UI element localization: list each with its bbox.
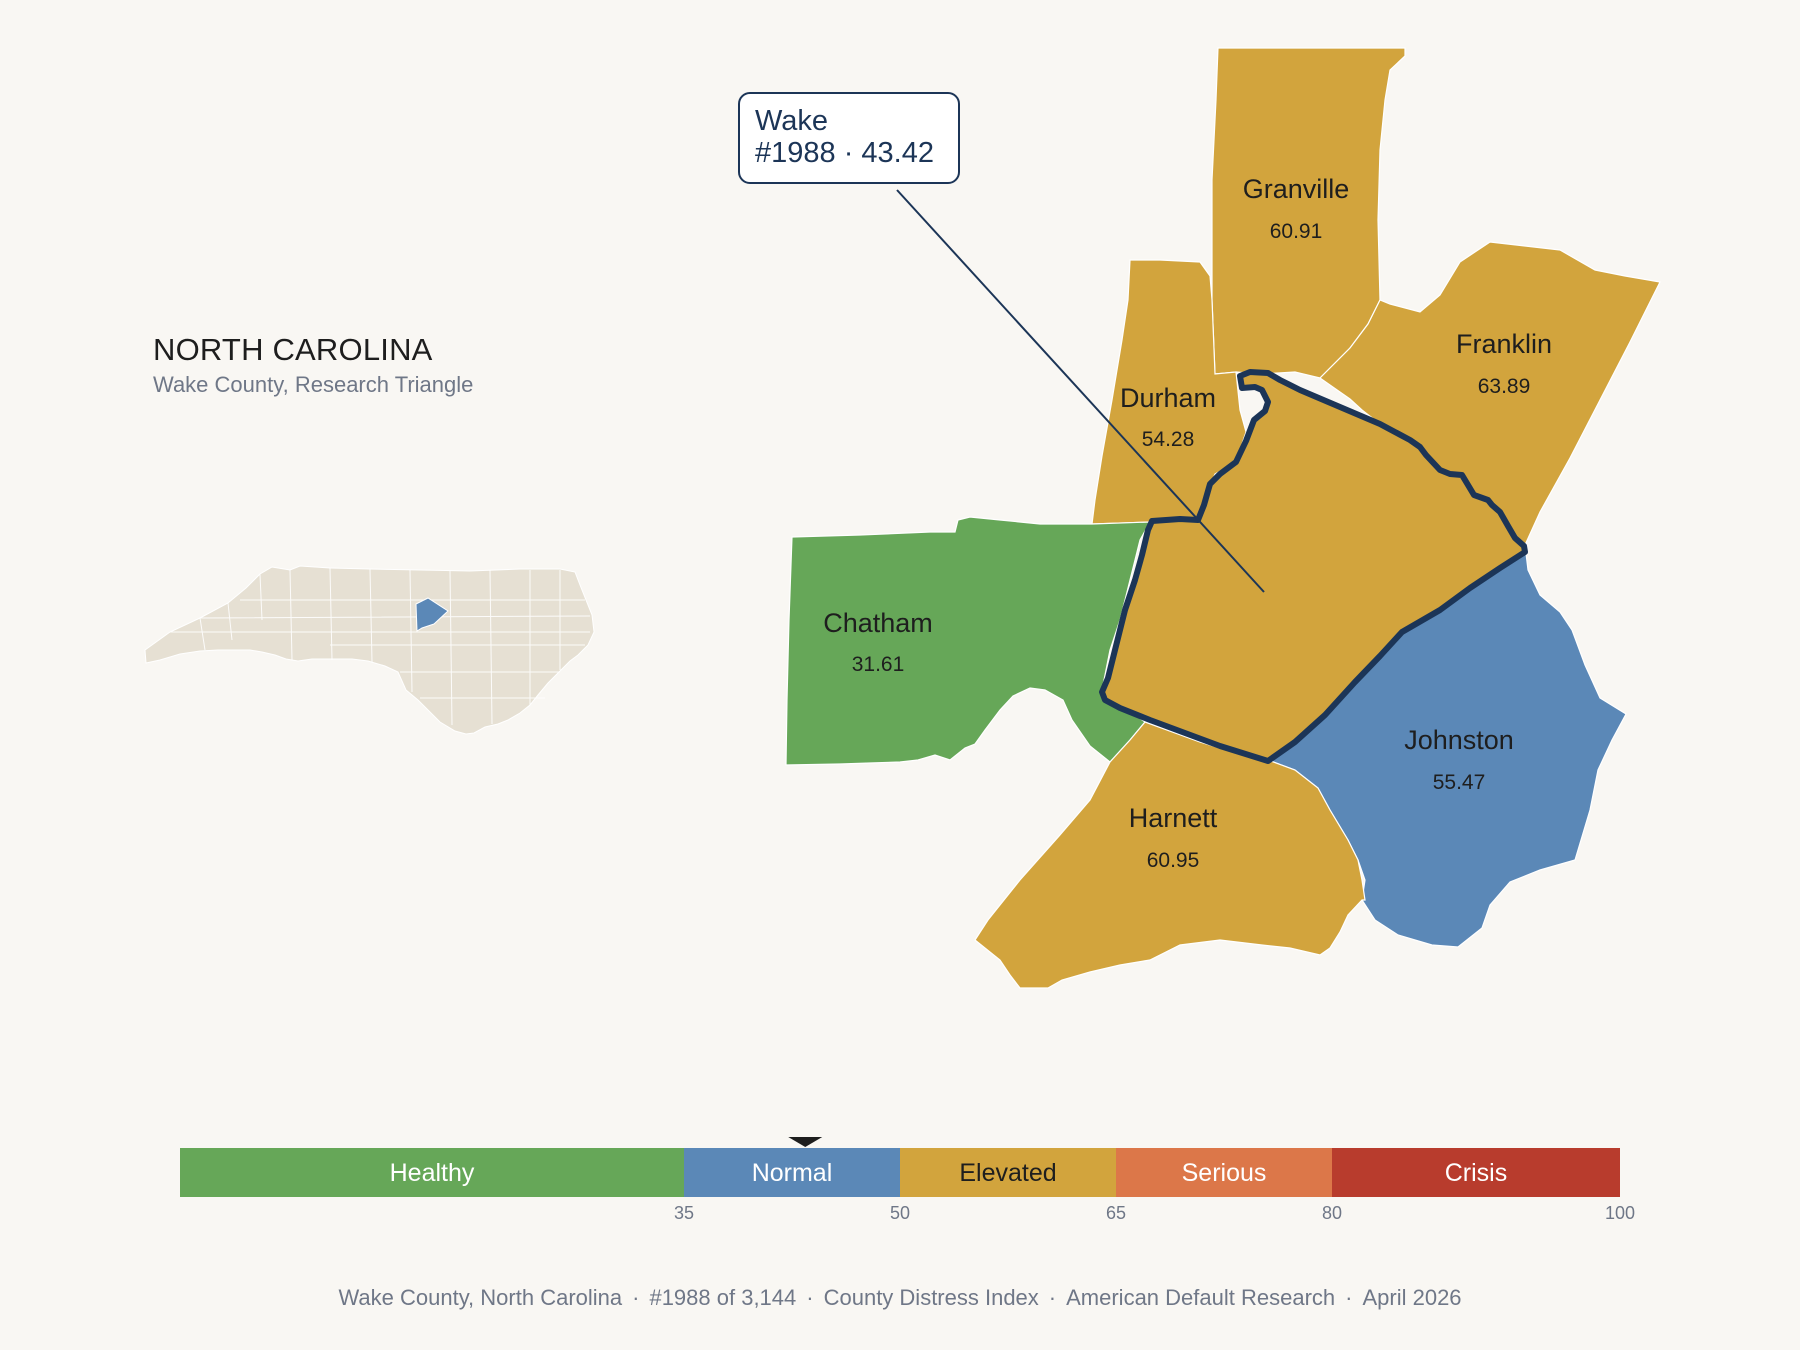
county-name-label: Granville <box>1243 174 1350 204</box>
footer-separator: · <box>632 1285 640 1310</box>
callout-rank-value: #1988 · 43.42 <box>755 137 934 169</box>
county-value-label: 60.95 <box>1147 849 1200 872</box>
legend-band-elevated <box>900 1148 1116 1197</box>
legend-tick-label: 50 <box>890 1203 910 1223</box>
legend-scale: Healthy Normal Elevated Serious Crisis 35 50 65… <box>180 1148 1635 1223</box>
footer-source: American Default Research <box>1066 1285 1336 1310</box>
footer-separator: · <box>1048 1285 1057 1310</box>
county-map <box>785 47 1661 989</box>
county-value-label: 55.47 <box>1433 771 1486 794</box>
county-name-label: Johnston <box>1404 725 1514 755</box>
footer-rank: #1988 of 3,144 <box>649 1285 797 1310</box>
legend-tick-label: 65 <box>1106 1203 1126 1223</box>
legend-band-healthy <box>180 1148 684 1197</box>
footer: Wake County, North Carolina · #1988 of 3,1… <box>0 1285 1800 1311</box>
county-value-label: 31.61 <box>852 653 905 676</box>
legend-band-normal <box>684 1148 900 1197</box>
state-subtitle: Wake County, Research Triangle <box>153 372 474 397</box>
footer-separator: · <box>1345 1285 1353 1310</box>
county-value-label: 63.89 <box>1478 375 1531 398</box>
footer-location: Wake County, North Carolina <box>338 1285 623 1310</box>
legend-marker <box>788 1137 823 1147</box>
footer-index-name: County Distress Index <box>823 1285 1039 1310</box>
legend-band-serious <box>1116 1148 1332 1197</box>
legend-tick-label: 100 <box>1605 1203 1635 1223</box>
footer-date: April 2026 <box>1362 1285 1462 1310</box>
legend-band-label: Elevated <box>959 1159 1056 1187</box>
footer-separator: · <box>806 1285 814 1310</box>
county-wake <box>1099 369 1528 764</box>
legend-band-label: Crisis <box>1445 1159 1508 1187</box>
county-labels: Granville 60.91 Franklin 63.89 Durham 54… <box>823 174 1552 872</box>
county-harnett <box>974 721 1366 989</box>
legend-band-crisis <box>1332 1148 1620 1197</box>
inset-wake-highlight <box>415 597 449 632</box>
county-chatham <box>785 516 1152 766</box>
legend-tick-label: 80 <box>1322 1203 1342 1223</box>
legend-tick-label: 35 <box>674 1203 694 1223</box>
callout-leader-line <box>896 189 1265 593</box>
county-durham <box>1091 259 1247 525</box>
county-name-label: Chatham <box>823 608 933 638</box>
state-title: NORTH CAROLINA <box>153 332 433 367</box>
legend-band-label: Normal <box>752 1159 833 1187</box>
county-value-label: 54.28 <box>1142 428 1195 451</box>
county-name-label: Harnett <box>1129 803 1218 833</box>
county-name-label: Franklin <box>1456 329 1552 359</box>
highlight-callout: Wake #1988 · 43.42 <box>738 92 960 184</box>
callout-county-name: Wake <box>755 105 829 137</box>
legend-band-label: Healthy <box>390 1159 475 1187</box>
inset-state-map <box>144 565 595 735</box>
county-value-label: 60.91 <box>1270 220 1323 243</box>
county-name-label: Durham <box>1120 383 1216 413</box>
legend-band-label: Serious <box>1182 1159 1267 1187</box>
inset-state-shape <box>144 565 595 735</box>
